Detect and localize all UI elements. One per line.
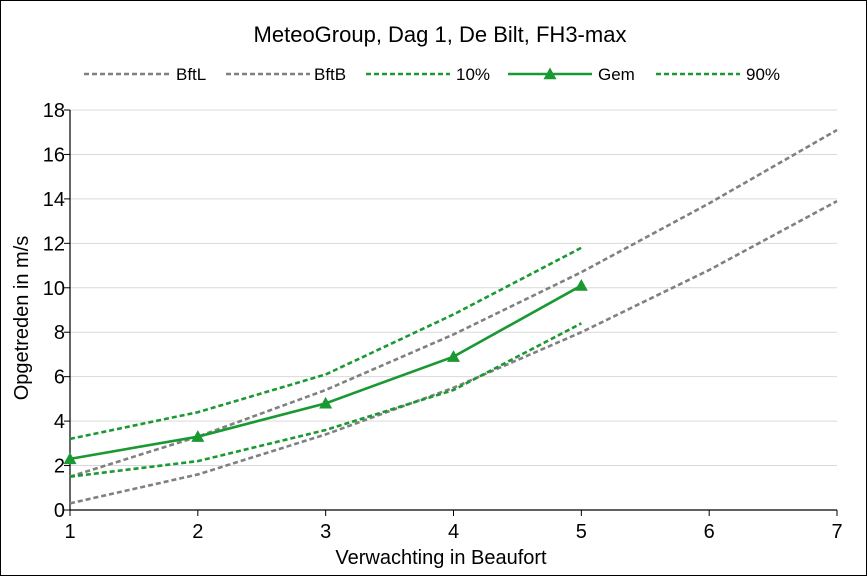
series-line-bftb: [69, 128, 838, 478]
series-line-10: [69, 322, 582, 478]
y-tick-label: 2: [54, 456, 65, 478]
legend-label-10: 10%: [456, 65, 490, 84]
legend-label-gem: Gem: [598, 65, 635, 84]
data-point-gem: [63, 452, 77, 465]
y-tick-label: 18: [43, 100, 65, 122]
y-tick-label: 0: [54, 500, 65, 522]
legend-item-bftb: BftB: [226, 65, 346, 84]
y-tick-label: 10: [43, 278, 65, 300]
y-axis-label: Opgetreden in m/s: [11, 236, 33, 401]
data-point-gem: [319, 396, 333, 409]
chart-title: MeteoGroup, Dag 1, De Bilt, FH3-max: [254, 22, 627, 47]
series-line-90: [69, 246, 582, 441]
legend-marker-gem: [543, 67, 557, 80]
y-tick-label: 16: [43, 144, 65, 166]
legend-item-10: 10%: [366, 65, 490, 84]
legend: BftL BftB 10% Gem 90%: [84, 65, 780, 84]
series-line-gem: [69, 284, 582, 461]
data-point-gem: [447, 350, 460, 362]
data-point-gem: [574, 279, 588, 291]
legend-label-bftb: BftB: [314, 65, 346, 84]
x-tick-label: 3: [320, 521, 331, 543]
legend-item-90: 90%: [656, 65, 780, 84]
x-tick-label: 6: [704, 521, 715, 543]
y-tick-label: 12: [43, 233, 65, 255]
legend-label-bftl: BftL: [176, 65, 206, 84]
x-tick-label: 4: [448, 521, 459, 543]
x-tick-label: 7: [831, 521, 842, 543]
x-tick-label: 1: [64, 521, 75, 543]
x-tick-label: 2: [192, 521, 203, 543]
x-tick-label: 5: [576, 521, 587, 543]
legend-label-90: 90%: [746, 65, 780, 84]
series-line-bftl: [69, 199, 838, 505]
series-layer: [63, 128, 838, 505]
y-tick-label: 14: [43, 189, 65, 211]
legend-item-bftl: BftL: [84, 65, 206, 84]
grid: [70, 109, 837, 467]
y-tick-label: 8: [54, 322, 65, 344]
x-axis-label: Verwachting in Beaufort: [335, 547, 547, 569]
y-tick-label: 6: [54, 367, 65, 389]
y-tick-label: 4: [54, 411, 65, 433]
legend-item-gem: Gem: [508, 65, 635, 84]
data-point-gem: [191, 430, 205, 442]
